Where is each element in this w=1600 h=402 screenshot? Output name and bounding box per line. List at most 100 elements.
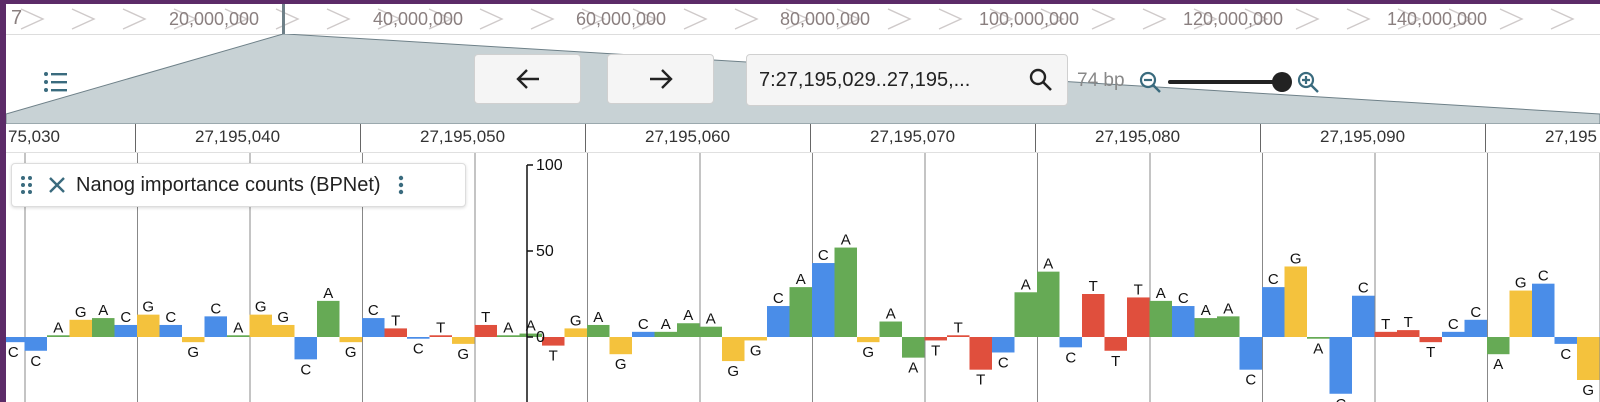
- track-label-card: Nanog importance counts (BPNet): [11, 163, 466, 207]
- base-letter-label: A: [503, 319, 513, 336]
- base-letter-label: A: [98, 302, 108, 319]
- base-letter-label: A: [661, 316, 671, 333]
- position-ruler[interactable]: 75,030 27,195,040 27,195,050 27,195,060 …: [6, 124, 1600, 153]
- importance-bar: [745, 337, 768, 340]
- base-letter-label: C: [1065, 349, 1076, 366]
- more-options-icon[interactable]: [397, 174, 405, 196]
- y-axis-tick-label: 0: [536, 329, 545, 346]
- overview-chevron-icon: [72, 9, 94, 29]
- base-letter-label: C: [1245, 372, 1256, 389]
- base-letter-label: T: [931, 342, 940, 359]
- zoom-in-icon[interactable]: [1296, 70, 1322, 96]
- overview-ruler[interactable]: 7 20,000,000 40,000,000 60,000,000 80,00…: [6, 4, 1600, 35]
- base-letter-label: T: [481, 309, 490, 326]
- base-letter-label: A: [1223, 300, 1233, 317]
- zoom-out-icon[interactable]: [1138, 70, 1164, 96]
- base-letter-label: C: [413, 341, 424, 358]
- importance-bar: [790, 287, 813, 337]
- base-letter-label: A: [1201, 302, 1211, 319]
- importance-bar: [452, 337, 475, 344]
- overview-chevron-icon: [1296, 9, 1318, 29]
- importance-bar: [1397, 330, 1420, 337]
- base-letter-label: G: [187, 344, 199, 361]
- base-letter-label: A: [1043, 256, 1053, 273]
- overview-tick-label: 100,000,000: [979, 9, 1079, 30]
- importance-bar: [1060, 337, 1083, 347]
- base-letter-label: C: [1448, 316, 1459, 333]
- ruler-tick: [135, 124, 136, 152]
- importance-bar: [925, 337, 948, 340]
- base-letter-label: C: [1268, 271, 1279, 288]
- base-letter-label: T: [954, 319, 963, 336]
- base-letter-label: C: [998, 354, 1009, 371]
- importance-bar: [880, 322, 903, 337]
- importance-bar: [1555, 337, 1578, 344]
- importance-bar: [250, 315, 273, 337]
- base-letter-label: A: [706, 311, 716, 328]
- importance-bar: [1262, 287, 1285, 337]
- base-letter-label: A: [53, 319, 63, 336]
- zoom-slider-thumb[interactable]: [1272, 72, 1292, 92]
- importance-bar: [385, 328, 408, 337]
- importance-bar: [1330, 337, 1353, 394]
- importance-bar: [1150, 301, 1173, 337]
- overview-tick-label: 140,000,000: [1387, 9, 1487, 30]
- importance-bar: [6, 337, 25, 342]
- importance-bar: [340, 337, 363, 342]
- overview-chevron-icon: [531, 9, 553, 29]
- base-letter-label: G: [750, 342, 762, 359]
- base-letter-label: T: [1404, 314, 1413, 331]
- overview-chevron-icon: [684, 9, 706, 29]
- overview-tick-label: 40,000,000: [373, 9, 463, 30]
- base-letter-label: G: [570, 312, 582, 329]
- importance-bar: [1307, 337, 1330, 339]
- base-letter-label: A: [886, 306, 896, 323]
- location-input[interactable]: [757, 68, 1016, 93]
- importance-bar: [25, 337, 48, 351]
- importance-bar: [1352, 296, 1375, 337]
- base-letter-label: T: [549, 348, 558, 365]
- overview-chevron-icon: [735, 9, 757, 29]
- importance-bar: [1105, 337, 1128, 351]
- base-letter-label: G: [345, 344, 357, 361]
- base-letter-label: T: [1134, 281, 1143, 298]
- base-letter-label: C: [1178, 290, 1189, 307]
- ruler-label: 27,195,040: [195, 127, 280, 147]
- overview-viewport-marker: [282, 4, 285, 34]
- base-letter-label: T: [1111, 353, 1120, 370]
- overview-chevron-icon: [327, 9, 349, 29]
- importance-bar: [475, 325, 498, 337]
- base-letter-label: T: [436, 319, 445, 336]
- base-letter-label: C: [773, 290, 784, 307]
- base-letter-label: G: [862, 344, 874, 361]
- importance-bar: [1037, 272, 1060, 337]
- drag-handle-icon[interactable]: [20, 174, 34, 196]
- base-letter-label: C: [165, 309, 176, 326]
- importance-bar: [1082, 294, 1105, 337]
- importance-bar: [272, 325, 295, 337]
- location-search-box[interactable]: [746, 54, 1068, 106]
- base-letter-label: C: [8, 344, 19, 361]
- base-letter-label: A: [1156, 285, 1166, 302]
- base-letter-label: G: [1515, 275, 1527, 292]
- importance-bar: [1240, 337, 1263, 370]
- zoom-slider[interactable]: [1168, 70, 1292, 94]
- search-icon[interactable]: [1028, 67, 1054, 93]
- importance-bar: [115, 325, 138, 337]
- importance-bar: [992, 337, 1015, 352]
- importance-bar: [1532, 284, 1555, 337]
- overview-chevron-icon: [888, 9, 910, 29]
- base-letter-label: C: [300, 361, 311, 378]
- overview-chromosome-label: 7: [11, 7, 22, 30]
- importance-bar: [610, 337, 633, 354]
- y-axis-tick-label: 100: [536, 157, 563, 174]
- forward-button[interactable]: [607, 54, 714, 104]
- back-button[interactable]: [474, 54, 581, 104]
- ruler-tick: [360, 124, 361, 152]
- ruler-tick: [1485, 124, 1486, 152]
- view-menu-button[interactable]: [41, 67, 71, 97]
- importance-bar: [1465, 320, 1488, 337]
- close-icon[interactable]: [46, 174, 68, 196]
- importance-bar: [722, 337, 745, 361]
